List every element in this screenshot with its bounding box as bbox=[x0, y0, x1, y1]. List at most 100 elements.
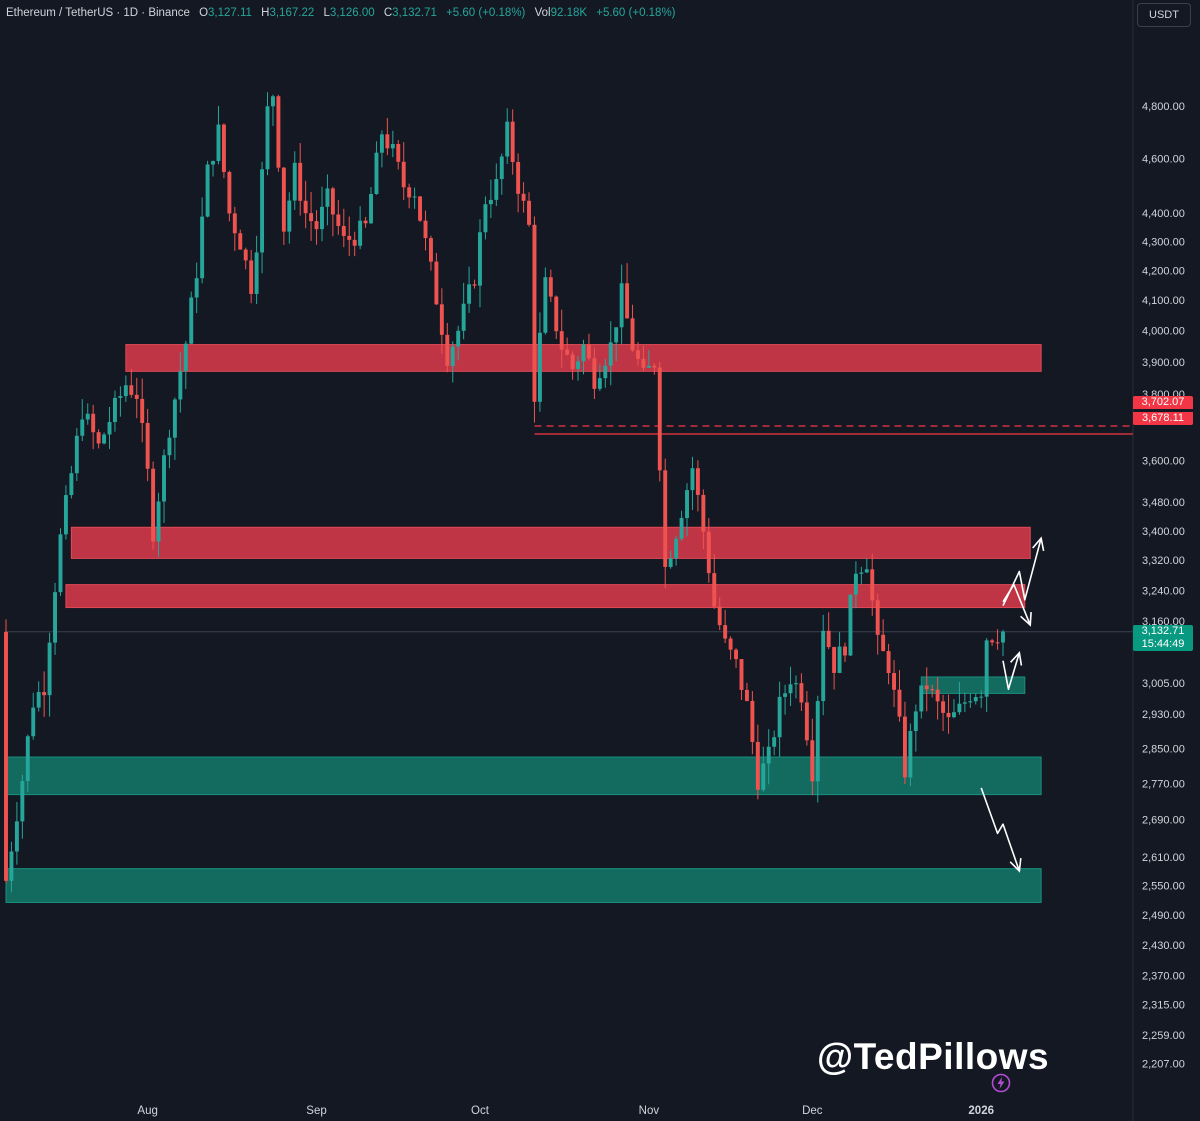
candle-body bbox=[281, 167, 286, 232]
candle-body bbox=[957, 703, 962, 713]
candle-body bbox=[608, 342, 613, 366]
candle-body bbox=[952, 712, 956, 718]
candle-body bbox=[31, 707, 36, 737]
projection-arrow-2 bbox=[1002, 652, 1021, 691]
candle bbox=[216, 105, 221, 165]
candle bbox=[129, 368, 134, 398]
candle bbox=[183, 340, 188, 389]
symbol-header: Ethereum / TetherUS · 1D · Binance O3,12… bbox=[6, 7, 676, 19]
candle-body bbox=[167, 437, 172, 456]
projection-arrowhead-0 bbox=[1032, 536, 1045, 552]
candle-body bbox=[565, 349, 570, 355]
candle-body bbox=[750, 700, 755, 742]
candle bbox=[586, 333, 591, 361]
candle-body bbox=[924, 685, 929, 690]
countdown-label: 15:44:49 bbox=[1133, 638, 1193, 651]
candle-body bbox=[358, 220, 363, 246]
candle-body bbox=[14, 821, 19, 852]
candle bbox=[995, 629, 1000, 650]
candle-body bbox=[58, 534, 63, 593]
candle-body bbox=[4, 631, 8, 881]
candle-body bbox=[102, 434, 107, 444]
candle-body bbox=[766, 746, 771, 764]
candle bbox=[679, 510, 684, 542]
candle-body bbox=[576, 361, 581, 369]
candle bbox=[249, 249, 254, 304]
candle bbox=[14, 802, 19, 865]
candle bbox=[238, 229, 243, 250]
candle bbox=[461, 282, 466, 340]
candle-body bbox=[189, 297, 194, 344]
candle-body bbox=[107, 421, 112, 435]
candle bbox=[390, 130, 395, 158]
candle bbox=[897, 670, 902, 722]
candle bbox=[194, 262, 199, 314]
candle-body bbox=[91, 413, 96, 433]
candle bbox=[843, 642, 847, 663]
candle-body bbox=[619, 283, 624, 328]
candle-body bbox=[156, 501, 161, 542]
candle bbox=[330, 186, 335, 237]
candle bbox=[837, 632, 842, 674]
candle-body bbox=[717, 606, 722, 626]
candle bbox=[113, 390, 117, 432]
candle-body bbox=[810, 740, 815, 782]
candle bbox=[565, 337, 570, 356]
candles bbox=[4, 92, 1005, 893]
candle bbox=[554, 295, 559, 340]
projection-arrow-3 bbox=[980, 787, 1021, 872]
candle-body bbox=[205, 164, 210, 217]
candle-body bbox=[625, 283, 630, 319]
candle bbox=[701, 489, 706, 550]
support-zone-3 bbox=[920, 676, 1026, 694]
candle-body bbox=[532, 224, 537, 402]
candle bbox=[205, 160, 210, 218]
candle bbox=[652, 363, 657, 375]
symbol-title[interactable]: Ethereum / TetherUS · 1D · Binance bbox=[6, 7, 190, 19]
candle-body bbox=[183, 343, 188, 372]
candle-body bbox=[875, 600, 880, 635]
candle bbox=[952, 699, 956, 719]
candle-body bbox=[930, 689, 935, 691]
candle-body bbox=[194, 278, 199, 298]
candle bbox=[875, 593, 880, 655]
y-tick-label: 2,259.00 bbox=[1142, 1030, 1185, 1042]
candle bbox=[211, 160, 215, 177]
candle bbox=[881, 619, 886, 652]
candle bbox=[815, 695, 820, 803]
candle-body bbox=[423, 220, 428, 239]
candle bbox=[232, 206, 237, 251]
y-tick-label: 3,600.00 bbox=[1142, 455, 1185, 467]
candle bbox=[603, 358, 608, 388]
candle-body bbox=[265, 106, 270, 170]
candle-body bbox=[325, 188, 330, 207]
candle bbox=[777, 681, 782, 757]
candle-body bbox=[69, 473, 74, 496]
candle bbox=[690, 456, 695, 511]
candle bbox=[276, 94, 281, 172]
y-tick-label: 2,315.00 bbox=[1142, 1000, 1185, 1012]
last-price-label: 3,132.71 bbox=[1133, 625, 1193, 638]
candle bbox=[145, 408, 150, 482]
candle-body bbox=[864, 569, 869, 573]
candle-body bbox=[548, 277, 553, 297]
candle bbox=[107, 406, 112, 449]
price-label-resistance-2: 3,678.11 bbox=[1133, 412, 1193, 425]
candle-body bbox=[995, 642, 1000, 644]
candle bbox=[548, 269, 553, 303]
candle bbox=[434, 253, 439, 306]
candle-body bbox=[679, 517, 684, 539]
candle-body bbox=[646, 365, 651, 368]
candle-body bbox=[794, 683, 798, 685]
y-tick-label: 4,300.00 bbox=[1142, 236, 1185, 248]
candle-body bbox=[298, 162, 303, 201]
candle-body bbox=[527, 200, 531, 225]
candle bbox=[783, 684, 788, 715]
currency-selector-button[interactable]: USDT bbox=[1137, 3, 1191, 27]
candle bbox=[151, 461, 156, 550]
candle-body bbox=[352, 239, 357, 246]
candle bbox=[706, 518, 711, 583]
candle-body bbox=[385, 134, 390, 149]
candle bbox=[303, 180, 308, 229]
